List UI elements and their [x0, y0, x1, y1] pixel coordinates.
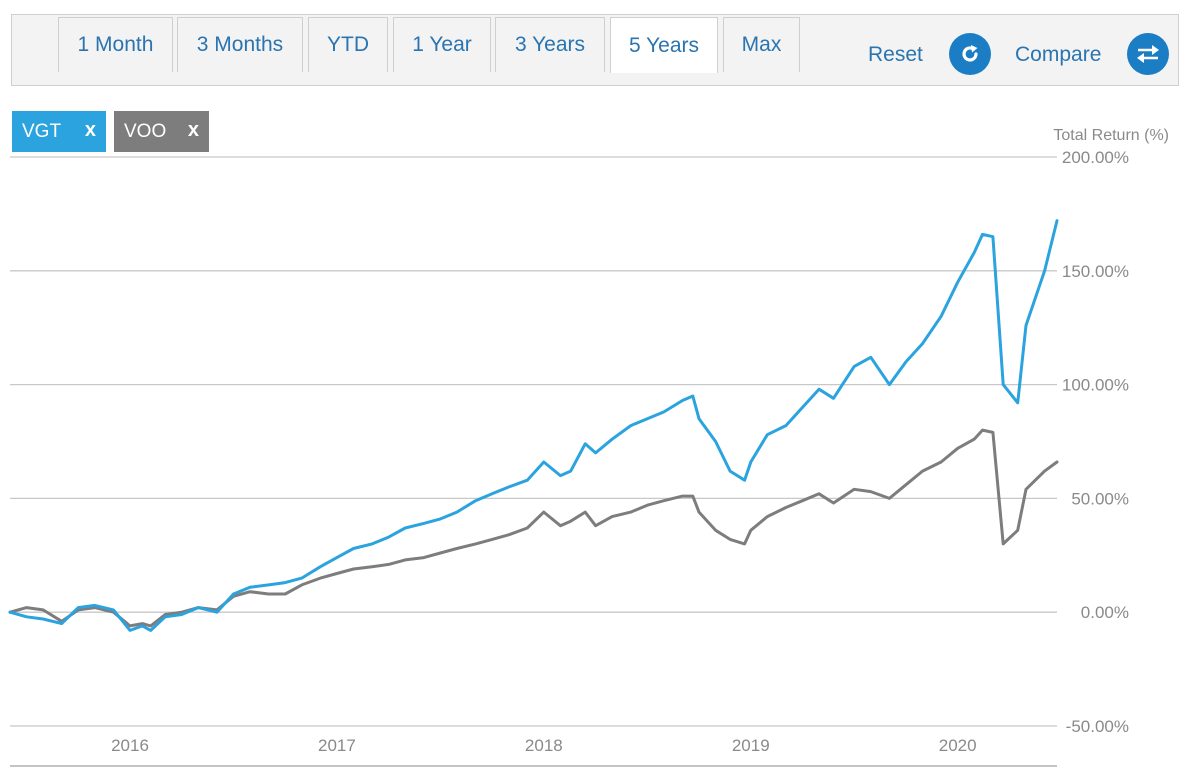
- remove-vgt-button[interactable]: x: [84, 119, 96, 141]
- series-line-voo: [8, 428, 1059, 628]
- y-tick-label: 150.00%: [1062, 262, 1129, 281]
- x-tick-label: 2019: [732, 736, 770, 755]
- reset-icon[interactable]: [949, 33, 991, 75]
- y-tick-label: 50.00%: [1071, 489, 1129, 508]
- y-tick-label: 0.00%: [1081, 603, 1129, 622]
- series-chip-label: VOO: [124, 120, 167, 142]
- tab-1-year[interactable]: 1 Year: [393, 17, 491, 72]
- x-tick-label: 2020: [939, 736, 977, 755]
- series-chip-voo: VOO x: [114, 111, 209, 152]
- series-chip-vgt: VGT x: [12, 111, 106, 152]
- y-axis-title: Total Return (%): [1053, 127, 1169, 144]
- series-chip-label: VGT: [22, 120, 62, 142]
- tab-1-month[interactable]: 1 Month: [58, 17, 173, 72]
- tab-max[interactable]: Max: [723, 17, 800, 72]
- y-tick-label: 100.00%: [1062, 376, 1129, 395]
- compare-icon[interactable]: [1127, 33, 1169, 75]
- remove-voo-button[interactable]: x: [187, 119, 199, 141]
- x-tick-label: 2018: [525, 736, 563, 755]
- x-tick-label: 2017: [318, 736, 356, 755]
- tab-3-years[interactable]: 3 Years: [495, 17, 605, 72]
- tab-3-months[interactable]: 3 Months: [177, 17, 303, 72]
- y-tick-label: -50.00%: [1066, 717, 1129, 736]
- reset-button[interactable]: Reset: [868, 43, 923, 66]
- y-tick-label: 200.00%: [1062, 148, 1129, 167]
- tab-ytd[interactable]: YTD: [308, 17, 388, 72]
- series-line-vgt: [8, 219, 1059, 632]
- x-tick-label: 2016: [111, 736, 149, 755]
- compare-button[interactable]: Compare: [1015, 43, 1102, 66]
- tab-5-years[interactable]: 5 Years: [610, 17, 718, 73]
